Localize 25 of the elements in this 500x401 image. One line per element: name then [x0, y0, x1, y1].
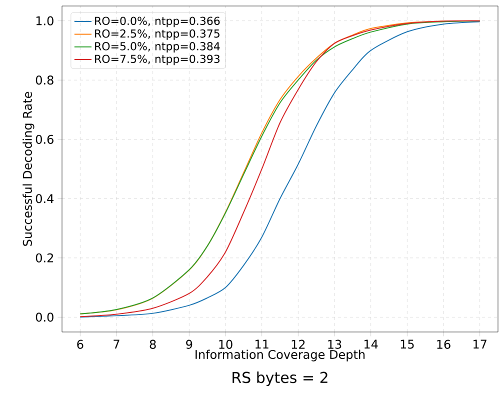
y-tick-label: 0.4 — [36, 194, 54, 204]
y-tick-label: 1.0 — [36, 16, 54, 26]
legend-label: RO=5.0%, ntpp=0.384 — [95, 42, 220, 52]
x-tick-label: 17 — [474, 340, 486, 349]
legend-label: RO=7.5%, ntpp=0.393 — [95, 54, 220, 66]
x-tick-label: 7 — [114, 340, 120, 349]
x-tick-label: 12 — [292, 340, 305, 349]
legend-label: RO=0.0%, ntpp=0.366 — [95, 16, 220, 28]
x-tick-label: 13 — [328, 340, 342, 349]
legend-label: RO=2.5%, ntpp=0.375 — [95, 29, 220, 40]
x-tick-label: 11 — [256, 340, 268, 349]
text: RS bytes = 2 — [232, 372, 328, 386]
y-tick-label: 0.2 — [36, 253, 53, 262]
y-tick-label: 0.6 — [36, 134, 54, 144]
y-axis-title: Successful Decoding Rate — [22, 92, 34, 246]
y-tick-label: 0.8 — [36, 76, 54, 85]
x-tick-label: 9 — [186, 340, 192, 349]
x-tick-label: 6 — [77, 340, 84, 349]
x-axis-title: Information Coverage Depth — [196, 350, 365, 362]
x-tick-label: 16 — [437, 340, 450, 349]
y-tick-label: 0.0 — [36, 312, 54, 322]
x-tick-label: 14 — [364, 340, 378, 349]
x-tick-label: 10 — [219, 340, 232, 349]
x-tick-label: 15 — [400, 340, 414, 349]
x-tick-label: 8 — [150, 340, 156, 349]
